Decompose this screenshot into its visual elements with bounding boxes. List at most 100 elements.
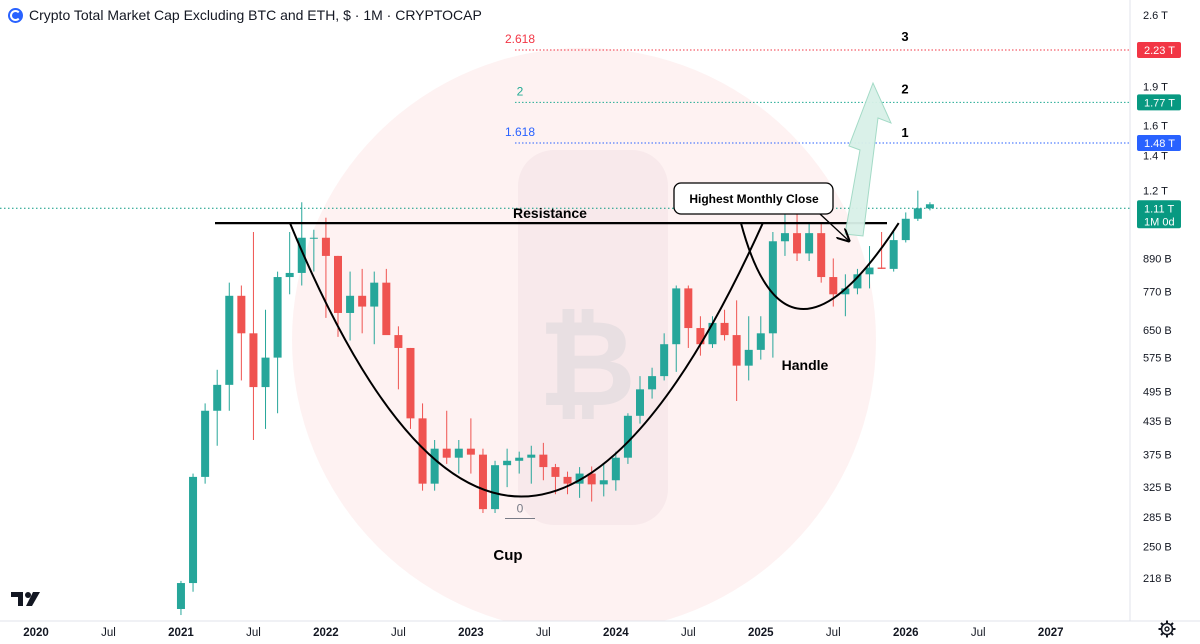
candle-body — [503, 460, 512, 466]
candle-body — [285, 272, 294, 278]
candle-body — [321, 237, 330, 256]
candle-body — [744, 349, 753, 366]
x-tick-label: Jul — [681, 627, 696, 639]
candle-body — [660, 344, 669, 377]
candle-body — [527, 454, 536, 458]
candle-body — [587, 473, 596, 485]
x-tick-label: 2024 — [603, 627, 629, 639]
candle-body — [418, 418, 427, 484]
price-badge-sub: 1M 0d — [1144, 216, 1175, 228]
candle-body — [249, 333, 258, 388]
candle-body — [539, 454, 548, 468]
candle-body — [225, 295, 234, 385]
candle-body — [261, 357, 270, 388]
candle-body — [334, 255, 342, 313]
candle-body — [780, 233, 789, 242]
y-tick-label: 285 B — [1143, 512, 1172, 524]
y-tick-label: 2.6 T — [1143, 10, 1168, 22]
fib-levels: 2.618 2 1.618 0 — [0, 32, 1130, 520]
candle-body — [370, 282, 379, 307]
candle-body — [563, 476, 572, 484]
tradingview-logo-icon[interactable] — [11, 588, 41, 610]
y-tick-label: 575 B — [1143, 353, 1172, 365]
price-badge — [1137, 41, 1181, 58]
price-badge-label: 1.48 T — [1144, 138, 1175, 150]
candle-body — [720, 322, 729, 336]
x-tick-label: Jul — [391, 627, 406, 639]
target-label: 3 — [901, 29, 908, 44]
candle-body — [817, 233, 826, 278]
callout-label: Highest Monthly Close — [689, 192, 819, 206]
candle-body — [201, 410, 210, 477]
handle-label: Handle — [782, 357, 829, 373]
fib-label: 0 — [517, 502, 524, 516]
candle-body — [793, 233, 802, 254]
price-badge-label: 2.23 T — [1144, 45, 1175, 57]
y-tick-label: 1.2 T — [1143, 186, 1168, 198]
x-tick-label: Jul — [101, 627, 116, 639]
price-badge — [1137, 135, 1181, 152]
candle-body — [358, 295, 367, 307]
callout-pointer — [819, 213, 848, 240]
candle-body — [648, 376, 657, 390]
y-tick-label: 435 B — [1143, 416, 1172, 428]
candle-body — [213, 384, 222, 411]
y-tick-label: 325 B — [1143, 482, 1172, 494]
target-label: 1 — [901, 125, 908, 140]
drawings: Resistance Cup Handle Highest Monthly Close… — [215, 29, 909, 564]
cup-curve — [289, 222, 764, 498]
price-badge-label: 1.77 T — [1144, 97, 1175, 109]
x-tick-label: 2021 — [168, 627, 194, 639]
candle-body — [297, 237, 306, 273]
candle-body — [708, 322, 717, 345]
y-tick-label: 1.4 T — [1143, 151, 1168, 163]
resistance-label: Resistance — [513, 205, 587, 221]
candle-body — [901, 218, 910, 241]
candle-body — [406, 347, 415, 419]
candle-body — [805, 233, 814, 254]
chart-header[interactable]: Crypto Total Market Cap Excluding BTC an… — [8, 7, 482, 23]
candle-body — [454, 448, 463, 458]
cryptocap-logo-icon — [8, 7, 23, 23]
candle-body — [599, 480, 608, 485]
candle-body — [466, 448, 475, 455]
candle-body — [889, 240, 898, 269]
candle-body — [430, 448, 439, 484]
candle-body — [189, 476, 198, 584]
price-badge-label: 1.11 T — [1144, 203, 1174, 215]
time-axis-bg — [0, 621, 1200, 644]
y-tick-label: 650 B — [1143, 325, 1172, 337]
candle-body — [865, 267, 874, 275]
candle-body — [623, 415, 632, 458]
x-tick-label: 2023 — [458, 627, 484, 639]
candle-body — [346, 295, 355, 313]
candle-body — [732, 335, 741, 366]
candle-body — [611, 457, 620, 481]
x-tick-label: 2025 — [748, 627, 774, 639]
candle-body — [636, 389, 644, 416]
y-tick-label: 375 B — [1143, 450, 1172, 462]
chart-title: Crypto Total Market Cap Excluding BTC an… — [29, 7, 482, 23]
y-tick-label: 1.6 T — [1143, 120, 1168, 132]
candle-body — [913, 208, 922, 219]
y-tick-label: 890 B — [1143, 253, 1172, 265]
fib-label: 2.618 — [505, 32, 535, 46]
candle-body — [176, 583, 185, 609]
candle-body — [575, 473, 584, 484]
x-tick-label: Jul — [536, 627, 551, 639]
candle-body — [442, 448, 451, 458]
candle-body — [551, 467, 560, 477]
candle-body — [309, 237, 318, 239]
candle-body — [672, 288, 681, 345]
y-tick-label: 495 B — [1143, 387, 1172, 399]
candle-body — [273, 277, 282, 358]
target-label: 2 — [901, 81, 908, 96]
handle-curve — [740, 222, 900, 311]
settings-gear-icon[interactable] — [1158, 620, 1176, 638]
candle-body — [756, 333, 765, 350]
x-tick-label: Jul — [971, 627, 986, 639]
x-tick-label: 2027 — [1038, 627, 1064, 639]
